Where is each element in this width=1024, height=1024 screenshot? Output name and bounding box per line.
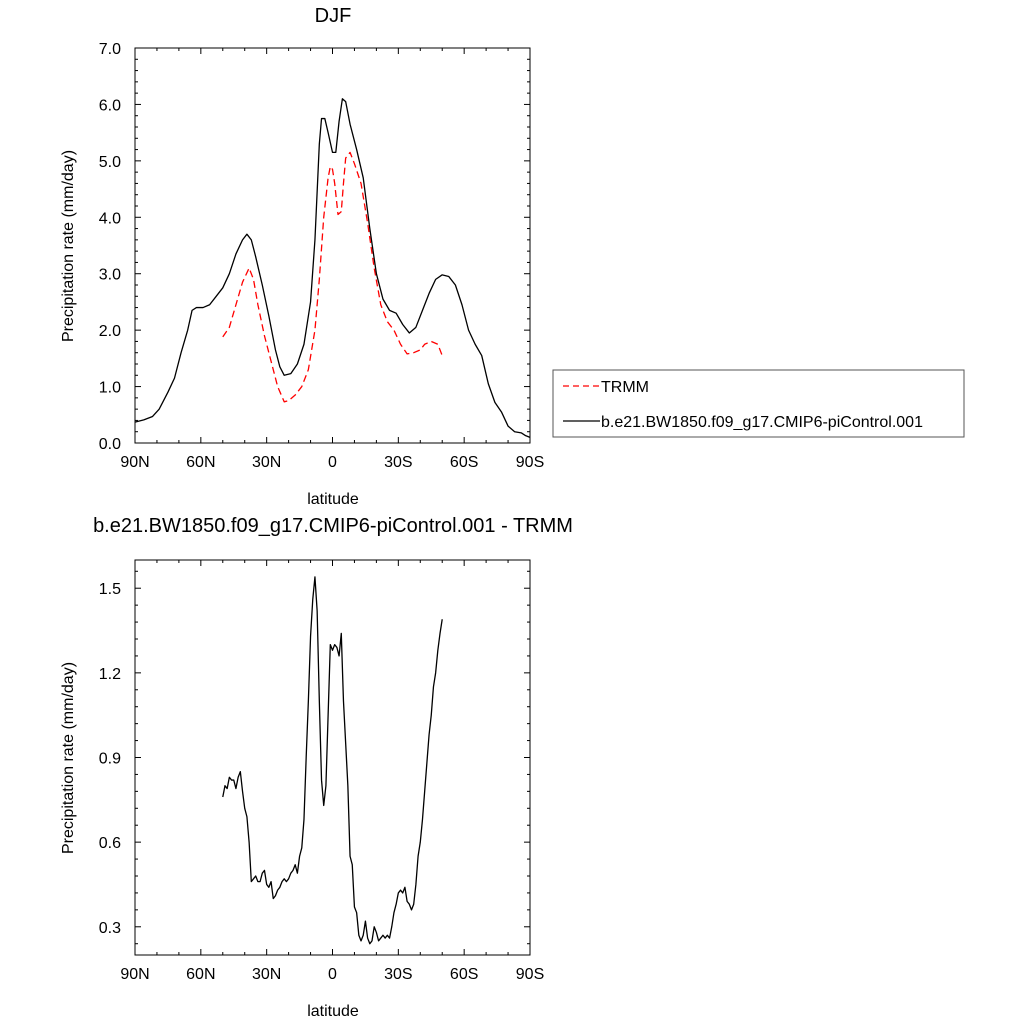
x-tick-label: 60N xyxy=(186,454,215,471)
y-tick-label: 4.0 xyxy=(99,210,121,227)
x-tick-label: 90S xyxy=(516,966,544,983)
y-tick-label: 6.0 xyxy=(99,97,121,114)
x-tick-label: 90N xyxy=(120,966,149,983)
y-tick-label: 1.2 xyxy=(99,666,121,683)
y-tick-label: 0.3 xyxy=(99,920,121,937)
x-tick-label: 60S xyxy=(450,454,478,471)
y-tick-label: 2.0 xyxy=(99,323,121,340)
p2-tick-labels: 90N 60N 30N 0 30S 60S 90S 0.3 0.6 0.9 1.2 1.5 xyxy=(99,581,544,983)
x-tick-label: 30N xyxy=(252,454,281,471)
p2-series-group xyxy=(222,576,443,945)
x-tick-label: 90N xyxy=(120,454,149,471)
y-tick-label: 1.0 xyxy=(99,380,121,397)
p1-ticks xyxy=(134,47,531,444)
y-tick-label: 1.5 xyxy=(99,581,121,598)
x-tick-label: 30S xyxy=(384,966,412,983)
p1-plot-frame xyxy=(134,47,531,444)
p2-plot-frame xyxy=(134,559,531,956)
p2-y-axis-label: Precipitation rate (mm/day) xyxy=(60,662,77,854)
x-tick-label: 30S xyxy=(384,454,412,471)
series-line-model xyxy=(222,576,443,945)
legend-entry-model: b.e21.BW1850.f09_g17.CMIP6-piControl.001 xyxy=(601,414,923,431)
y-tick-label: 0.6 xyxy=(99,835,121,852)
y-tick-label: 3.0 xyxy=(99,267,121,284)
p1-series-group xyxy=(134,98,531,438)
series-line-model xyxy=(134,98,531,438)
y-tick-label: 0.9 xyxy=(99,751,121,768)
chart-title-djf: DJF xyxy=(315,5,352,27)
x-tick-label: 0 xyxy=(328,454,337,471)
series-line-trmm xyxy=(222,151,443,403)
y-tick-label: 0.0 xyxy=(99,436,121,453)
x-tick-label: 60N xyxy=(186,966,215,983)
panel-djf: DJF 90N 60N 30N 0 30S 60S 90S 0.0 1.0 2.0 3.0 4.0 5.… xyxy=(60,5,965,508)
x-tick-label: 0 xyxy=(328,966,337,983)
chart-title-difference: b.e21.BW1850.f09_g17.CMIP6-piControl.001… xyxy=(93,515,573,537)
legend: TRMM b.e21.BW1850.f09_g17.CMIP6-piContro… xyxy=(552,369,965,438)
p1-y-axis-label: Precipitation rate (mm/day) xyxy=(60,150,77,342)
x-tick-label: 30N xyxy=(252,966,281,983)
panel-difference: b.e21.BW1850.f09_g17.CMIP6-piControl.001… xyxy=(60,515,573,1020)
legend-entry-trmm: TRMM xyxy=(601,379,649,396)
x-tick-label: 90S xyxy=(516,454,544,471)
p2-x-axis-label: latitude xyxy=(307,1003,359,1020)
p1-tick-labels: 90N 60N 30N 0 30S 60S 90S 0.0 1.0 2.0 3.0 4.0 5.0 6.0… xyxy=(99,41,544,471)
p1-x-axis-label: latitude xyxy=(307,491,359,508)
legend-box xyxy=(552,369,965,438)
y-tick-label: 5.0 xyxy=(99,154,121,171)
x-tick-label: 60S xyxy=(450,966,478,983)
y-tick-label: 7.0 xyxy=(99,41,121,58)
p2-ticks xyxy=(134,560,531,955)
